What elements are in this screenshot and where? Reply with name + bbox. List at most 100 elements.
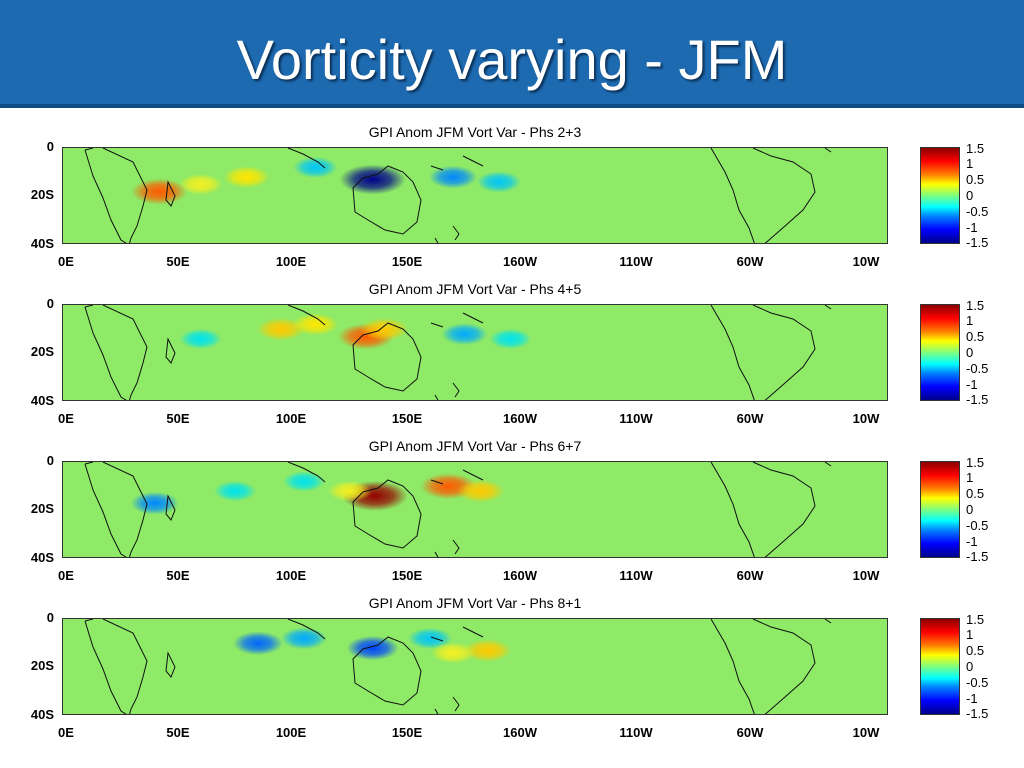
colorbar-tick-label: 0.5 [966,172,985,187]
field-background [63,305,887,400]
coastline [352,636,422,706]
coastline [84,148,127,243]
x-tick-label: 150E [391,411,423,426]
x-tick-label: 100E [275,254,307,269]
coastline [710,462,755,557]
x-tick-label: 160W [503,254,537,269]
field-background [63,619,887,714]
coastline [102,148,148,243]
coastline [710,305,755,400]
coastline [84,305,127,400]
anomaly-mark [346,635,399,661]
anomaly-mark [179,328,222,350]
x-tick-label: 60W [736,254,764,269]
y-tick-label: 0 [46,610,54,625]
coastline [352,322,422,392]
coastline [752,148,816,243]
x-tick-label: 0E [58,254,74,269]
anomaly-mark [293,156,338,178]
coastline [352,165,422,235]
heatmap-svg [63,305,887,400]
anomaly-mark [476,171,521,193]
anomaly-mark [280,627,327,650]
colorbar-tick-label: -1 [966,691,978,706]
anomaly-mark [456,479,505,503]
x-tick-label: 10W [852,254,880,269]
coastline [710,148,755,243]
coastline [710,619,755,714]
y-tick-label: 40S [30,236,54,251]
anomaly-mark [431,642,476,664]
slide-title: Vorticity varying - JFM [236,28,788,91]
x-tick-label: 160W [503,411,537,426]
x-tick-label: 10W [852,725,880,740]
colorbar-tick-label: -0.5 [966,518,989,533]
colorbar-tick-label: 1.5 [966,298,985,313]
y-tick-label: 20S [30,344,54,359]
anomaly-mark [131,178,188,205]
coastline [430,626,484,642]
y-tick-label: 40S [30,550,54,565]
coastline [165,494,176,521]
heatmap-svg [63,462,887,557]
colorbar-tick-label: -1.5 [966,549,989,564]
anomaly-mark [408,627,453,649]
anomaly-mark [339,164,406,195]
colorbar [920,304,960,401]
coastline [165,180,176,207]
anomaly-mark [178,173,223,195]
x-tick-label: 50E [166,568,190,583]
anomaly-mark [441,323,488,346]
coastline [287,148,326,169]
x-tick-label: 10W [852,568,880,583]
y-tick-label: 20S [30,501,54,516]
colorbar-tick-label: -1 [966,377,978,392]
y-tick-label: 20S [30,658,54,673]
colorbar [920,461,960,558]
coastline [452,225,460,241]
colorbar-tick-label: 1.5 [966,612,985,627]
colorbar-tick-label: -1.5 [966,235,989,250]
field-background [63,148,887,243]
colorbar [920,618,960,715]
coastline [287,305,326,326]
colorbar-tick-label: 1.5 [966,455,985,470]
colorbar-tick-label: 1 [966,156,974,171]
anomaly-mark [282,471,325,492]
heatmap-svg [63,619,887,714]
x-tick-label: 100E [275,411,307,426]
x-tick-label: 10W [852,411,880,426]
chart-panel: GPI Anom JFM Vort Var - Phs 8+1 0 20S 40S 0E… [0,593,1024,743]
anomaly-mark [233,631,284,656]
y-tick-label: 20S [30,187,54,202]
y-tick-label: 40S [30,393,54,408]
coastline [165,651,176,678]
heatmap-plot-area [62,618,888,715]
coastline [824,462,832,467]
coastline [102,305,148,400]
x-tick-label: 60W [736,725,764,740]
colorbar-tick-label: -1 [966,534,978,549]
x-tick-label: 110W [619,725,653,740]
coastline [752,462,816,557]
coastline [434,237,439,243]
x-tick-label: 60W [736,411,764,426]
x-tick-label: 50E [166,725,190,740]
anomaly-mark [360,317,409,341]
coastline [452,696,460,712]
anomaly-mark [214,480,257,502]
coastline [452,539,460,555]
anomaly-mark [327,480,372,502]
x-tick-label: 110W [619,411,653,426]
heatmap-svg [63,148,887,243]
colorbar-tick-label: 0 [966,345,974,360]
x-tick-label: 50E [166,411,190,426]
field-background [63,462,887,557]
heatmap-plot-area [62,461,888,558]
colorbar-tick-label: -1 [966,220,978,235]
x-tick-label: 160W [503,568,537,583]
chart-panel: GPI Anom JFM Vort Var - Phs 2+3 0 20S 40S 0E… [0,122,1024,272]
coastline [102,619,148,714]
y-tick-label: 40S [30,707,54,722]
x-tick-label: 160W [503,725,537,740]
